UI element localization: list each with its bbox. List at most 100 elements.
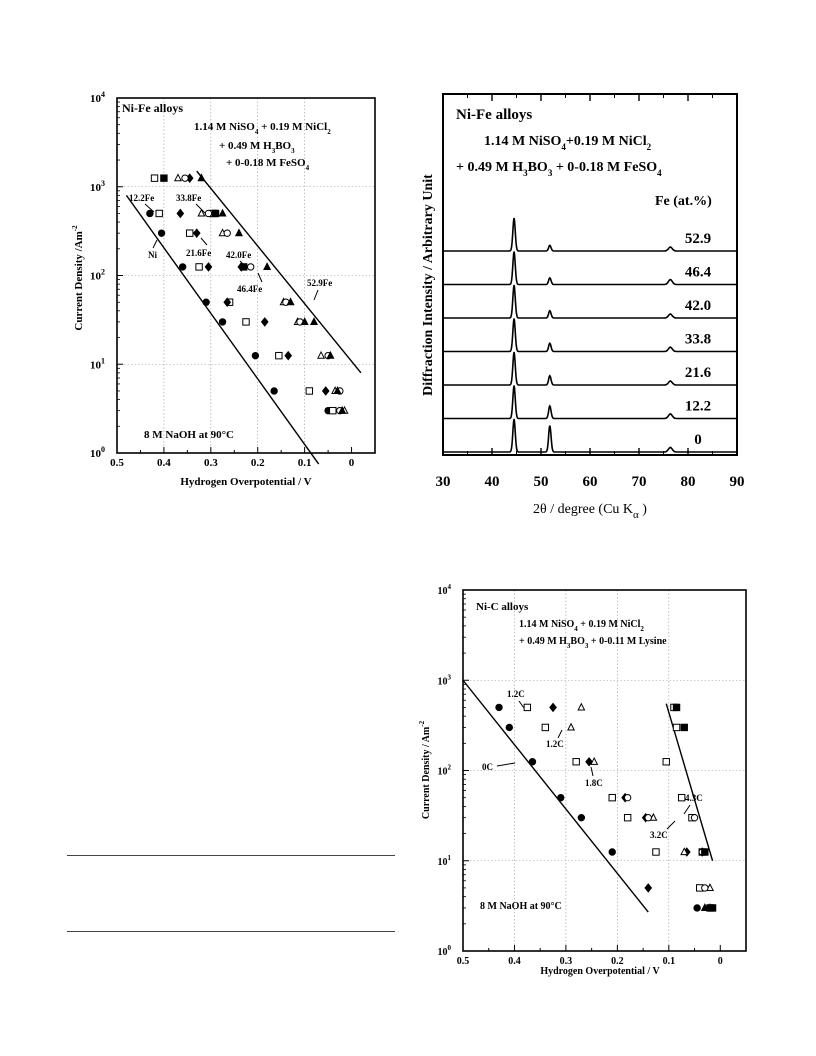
- nife-tafel-alloy-label: Ni-Fe alloys: [122, 101, 183, 115]
- data-point-open-square: [677, 793, 686, 802]
- nife-tafel-chart: 0.5 0.4 0.3 0.2 0.1 0 100 101 102 103 104 Ni-Fe al…: [71, 90, 376, 488]
- y-tick-label: 103: [438, 673, 452, 687]
- data-point-filled-circle: [495, 703, 503, 712]
- data-point-filled-circle: [218, 318, 227, 326]
- data-point-open-square: [672, 723, 681, 732]
- x-tick-label: 0.5: [457, 956, 470, 967]
- annotation-42.0Fe-arrow: [239, 260, 248, 269]
- annotation-Ni: Ni: [148, 250, 157, 260]
- data-point-open-triangle: [197, 208, 206, 217]
- xrd-title: Ni-Fe alloys: [456, 107, 532, 123]
- annotation-1.2C-a-arrow: [518, 700, 525, 709]
- data-point-filled-triangle: [338, 405, 347, 414]
- xrd-trace-12.2: [443, 385, 737, 420]
- data-point-open-triangle: [680, 847, 689, 856]
- annotation-52.9Fe-arrow: [313, 289, 319, 301]
- annotation-21.6Fe: 21.6Fe: [186, 248, 211, 258]
- data-point-open-square: [150, 174, 159, 182]
- data-point-open-circle: [644, 813, 652, 822]
- data-point-filled-circle: [178, 263, 187, 271]
- data-point-filled-diamond: [192, 228, 201, 238]
- divider-rule-top: [67, 855, 395, 856]
- y-tick-label: 101: [438, 854, 452, 868]
- nic-tafel-axis-ticks: 0.5 0.4 0.3 0.2 0.1 0 100 101 102 103 104: [438, 583, 723, 967]
- tafel-fit-line: [125, 194, 320, 465]
- xrd-series-labels: 52.9 46.4 42.0 33.8 21.6 12.2 0: [685, 231, 712, 448]
- data-point-open-square: [305, 387, 314, 395]
- data-point-filled-circle: [157, 229, 166, 237]
- x-tick-label: 80: [681, 474, 696, 490]
- x-tick-label: 0.4: [508, 956, 521, 967]
- nic-tafel-grid: [463, 590, 746, 951]
- data-point-open-square: [662, 758, 670, 766]
- nife-tafel-data-points: [146, 173, 349, 415]
- xrd-traces: [443, 217, 737, 453]
- xrd-series-label-12.2: 12.2: [685, 399, 711, 415]
- data-point-open-square: [155, 209, 163, 218]
- data-point-filled-triangle: [300, 317, 309, 325]
- data-point-filled-circle: [270, 387, 278, 395]
- data-point-open-triangle: [173, 173, 182, 182]
- data-point-open-square: [652, 848, 660, 856]
- xrd-chart: 30 40 50 60 70 80 90 52.9 46.4 42.0 33.8 21.6 12.2 0…: [421, 93, 745, 521]
- data-point-open-triangle: [567, 722, 576, 731]
- xrd-trace-21.6: [443, 351, 737, 386]
- annotation-33.8Fe-arrow: [195, 203, 206, 214]
- data-point-open-square: [541, 723, 550, 732]
- y-tick-label: 100: [90, 445, 105, 460]
- data-point-filled-square: [211, 209, 220, 218]
- xrd-trace-42.0: [443, 284, 737, 319]
- annotation-12.2Fe: 12.2Fe: [129, 193, 154, 203]
- data-point-filled-diamond: [260, 317, 269, 327]
- data-point-filled-diamond: [321, 386, 330, 396]
- annotation-52.9Fe: 52.9Fe: [307, 278, 332, 288]
- data-point-filled-diamond: [176, 208, 185, 219]
- y-tick-label: 101: [90, 356, 105, 371]
- annotation-3.2C: 3.2C: [650, 830, 668, 840]
- nife-tafel-grid: [117, 98, 375, 453]
- data-point-open-circle: [623, 793, 632, 802]
- annotation-33.8Fe: 33.8Fe: [176, 193, 201, 203]
- data-point-filled-triangle: [197, 173, 206, 182]
- xrd-series-label-52.9: 52.9: [685, 231, 711, 247]
- annotation-Ni-arrow: [152, 239, 158, 249]
- x-tick-label: 30: [436, 474, 451, 490]
- x-tick-label: 0.1: [298, 457, 312, 469]
- annotation-3.2C-arrow: [666, 820, 676, 830]
- x-tick-label: 0.2: [251, 457, 265, 469]
- annotation-21.6Fe-arrow: [200, 237, 208, 246]
- data-point-open-square: [623, 813, 632, 822]
- data-point-filled-diamond: [644, 883, 653, 893]
- data-point-open-square: [242, 318, 250, 326]
- data-point-open-triangle: [317, 350, 326, 359]
- x-tick-label: 0.1: [663, 956, 676, 967]
- data-point-filled-square: [708, 904, 717, 912]
- nife-tafel-fit-lines: [125, 170, 362, 465]
- data-point-open-square: [195, 263, 203, 271]
- y-tick-label: 104: [438, 583, 452, 597]
- xrd-trace-0: [443, 418, 737, 453]
- nic-tafel-alloy-label: Ni-C alloys: [476, 601, 529, 613]
- data-point-open-circle: [223, 229, 231, 237]
- data-point-open-square: [329, 406, 337, 415]
- data-point-open-triangle: [590, 756, 599, 765]
- data-point-filled-triangle: [234, 228, 243, 237]
- xrd-axis-ticks: 30 40 50 60 70 80 90: [436, 94, 745, 490]
- data-point-open-square: [523, 703, 532, 712]
- data-point-filled-square: [701, 848, 709, 856]
- xrd-series-label-33.8: 33.8: [685, 332, 711, 348]
- xrd-bath-line1: 1.14 M NiSO4+0.19 M NiCl2: [484, 134, 652, 152]
- data-point-filled-diamond: [223, 297, 232, 308]
- nic-tafel-bath-line1: 1.14 M NiSO4 + 0.19 M NiCl2: [519, 619, 644, 633]
- xrd-series-label-42.0: 42.0: [685, 298, 711, 314]
- annotation-1.2C-a: 1.2C: [507, 689, 525, 699]
- data-point-filled-triangle: [218, 208, 227, 217]
- data-point-filled-circle: [557, 793, 565, 802]
- nic-tafel-chart: 0.5 0.4 0.3 0.2 0.1 0 100 101 102 103 104 Ni-C all…: [418, 583, 747, 977]
- x-tick-label: 60: [583, 474, 598, 490]
- data-point-open-triangle: [577, 702, 586, 711]
- x-tick-label: 0.2: [611, 956, 624, 967]
- data-point-open-square: [572, 758, 580, 766]
- nife-tafel-axis-ticks: 0.5 0.4 0.3 0.2 0.1 0 100 101 102 103 104: [90, 90, 355, 469]
